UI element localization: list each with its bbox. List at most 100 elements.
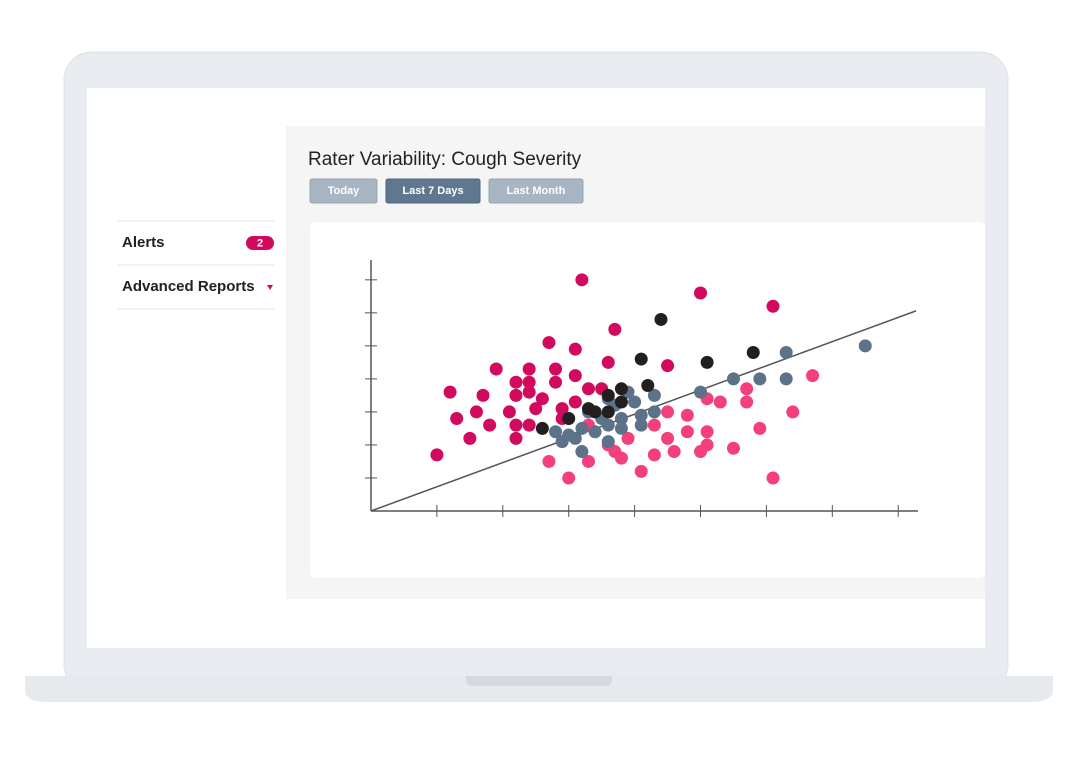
chart-card xyxy=(310,222,985,578)
filter-label[interactable]: Last Month xyxy=(507,185,566,197)
scatter-point xyxy=(542,454,556,468)
badge-count: 2 xyxy=(257,237,263,249)
scatter-point xyxy=(601,388,615,402)
laptop-notch xyxy=(466,676,612,686)
nav-item[interactable]: Advanced Reports xyxy=(122,278,255,295)
scatter-point xyxy=(634,418,648,432)
scatter-point xyxy=(614,412,628,426)
scatter-point xyxy=(634,464,648,478)
scatter-point xyxy=(858,339,872,353)
scatter-point xyxy=(766,471,780,485)
filter-group: Today Last 7 Days Last Month xyxy=(309,178,584,204)
scatter-point xyxy=(522,375,536,389)
scatter-point xyxy=(542,336,556,350)
scatter-point xyxy=(779,372,793,386)
scatter-point xyxy=(509,418,523,432)
scatter-point xyxy=(766,299,780,313)
scatter-point xyxy=(568,395,582,409)
scatter-point xyxy=(614,451,628,465)
scatter-point xyxy=(779,345,793,359)
scatter-point xyxy=(601,418,615,432)
badge xyxy=(246,236,274,250)
scatter-point xyxy=(726,441,740,455)
scatter-point xyxy=(601,405,615,419)
scatter-point xyxy=(700,355,714,369)
scatter-point xyxy=(529,402,543,416)
scatter-point xyxy=(667,445,681,459)
scatter-point xyxy=(654,312,668,326)
scatter-point xyxy=(786,405,800,419)
scatter-point xyxy=(450,412,464,426)
filter-label[interactable]: Today xyxy=(328,185,360,197)
scatter-point xyxy=(614,421,628,435)
scatter-point xyxy=(509,375,523,389)
scatter-point xyxy=(522,362,536,376)
laptop-base xyxy=(25,676,1053,702)
scatter-point xyxy=(549,362,563,376)
scatter-point xyxy=(740,395,754,409)
scatter-point xyxy=(647,405,661,419)
scatter-point xyxy=(700,425,714,439)
scatter-point xyxy=(694,286,708,300)
plot xyxy=(365,260,918,517)
scatter-point xyxy=(568,431,582,445)
scatter-point xyxy=(601,355,615,369)
scatter-point xyxy=(549,425,563,439)
scatter-point xyxy=(522,418,536,432)
scatter-point xyxy=(575,421,589,435)
scatter-point xyxy=(562,471,576,485)
scatter-point xyxy=(555,402,569,416)
scatter-point xyxy=(443,385,457,399)
scatter-point xyxy=(568,369,582,383)
scatter-point xyxy=(463,431,477,445)
scatter-point xyxy=(535,421,549,435)
scatter-point xyxy=(647,388,661,402)
scatter-point xyxy=(549,375,563,389)
scatter-point xyxy=(641,379,655,392)
scatter-point xyxy=(661,359,675,373)
scatter-point xyxy=(806,369,820,383)
scatter-point xyxy=(700,438,714,452)
filter-button[interactable] xyxy=(385,178,481,204)
scatter-point xyxy=(647,448,661,462)
scatter-point xyxy=(680,408,694,422)
scatter-point xyxy=(562,412,576,426)
scatter-point xyxy=(746,345,760,359)
scatter-point xyxy=(753,372,767,386)
scatter-point xyxy=(575,445,589,459)
filter-button[interactable] xyxy=(309,178,378,204)
dropdown-arrow[interactable] xyxy=(267,285,273,290)
scatter-point xyxy=(614,382,628,396)
nav-item[interactable]: Alerts xyxy=(122,234,165,251)
scatter-point xyxy=(680,425,694,439)
scatter-point xyxy=(726,372,740,386)
scatter-point xyxy=(634,352,648,366)
scatter-point xyxy=(522,385,536,399)
scatter-point xyxy=(476,388,490,402)
scatter-point xyxy=(740,382,754,396)
panel-title: Rater Variability: Cough Severity xyxy=(308,149,582,170)
scatter-point xyxy=(634,408,648,422)
scatter-point xyxy=(753,421,767,435)
scatter-point xyxy=(575,273,589,287)
scatter-point xyxy=(694,385,708,399)
scatter-point xyxy=(601,435,615,449)
filter-label[interactable]: Last 7 Days xyxy=(402,185,463,197)
scatter-point xyxy=(469,405,483,419)
scatter-point xyxy=(608,322,622,336)
scatter-point xyxy=(568,342,582,356)
scatter-point xyxy=(509,431,523,445)
scatter-point xyxy=(647,418,661,432)
scatter-point xyxy=(535,392,549,406)
scatter-point xyxy=(581,454,595,468)
scatter-point xyxy=(614,395,628,409)
scatter-point xyxy=(489,362,503,376)
scatter-point xyxy=(628,395,642,409)
scatter-point xyxy=(621,431,635,445)
filter-button[interactable] xyxy=(488,178,584,204)
scatter-point xyxy=(555,435,569,449)
scatter-point xyxy=(502,405,516,419)
scatter-point xyxy=(509,388,523,402)
